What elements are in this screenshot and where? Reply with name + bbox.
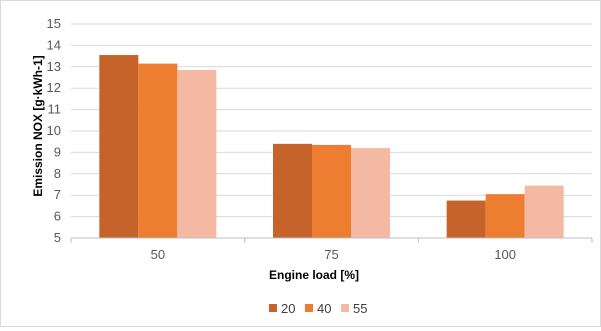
y-tick-label: 8 (54, 166, 61, 181)
x-tick-label: 75 (324, 247, 338, 262)
y-tick-label: 15 (47, 16, 61, 31)
legend-label: 20 (281, 301, 295, 316)
bar-100-40 (485, 194, 525, 238)
nox-emission-bar-chart: 5 6 7 8 9 10 11 12 13 14 15 50 75 100 Engine load [%… (31, 16, 593, 316)
bars (99, 55, 564, 239)
bar-100-20 (446, 200, 486, 238)
y-tick-label: 10 (47, 123, 61, 138)
bar-75-20 (273, 143, 312, 238)
y-tick-label: 6 (54, 209, 61, 224)
y-tick-label: 12 (47, 80, 61, 95)
y-tick-label: 9 (54, 144, 61, 159)
bar-50-20 (99, 55, 139, 238)
x-tick-label: 100 (494, 247, 516, 262)
y-tick-label: 11 (48, 102, 62, 117)
x-axis-title: Engine load [%] (269, 268, 359, 282)
y-axis-title: Emission NOX [g·kWh-1] (31, 55, 45, 196)
axes (70, 237, 593, 243)
y-tick-label: 7 (54, 187, 61, 202)
bar-50-40 (138, 63, 178, 239)
legend-swatch-20 (269, 304, 277, 312)
y-tick-label: 14 (47, 37, 61, 52)
legend-swatch-40 (305, 304, 313, 312)
bar-75-55 (351, 148, 390, 238)
legend: 20 40 55 (269, 301, 367, 316)
bar-50-55 (177, 70, 217, 238)
legend-swatch-55 (341, 304, 349, 312)
x-tick-labels: 50 75 100 (151, 247, 516, 262)
y-tick-labels: 5 6 7 8 9 10 11 12 13 14 15 (47, 16, 61, 245)
legend-label: 40 (317, 301, 331, 316)
bar-75-40 (312, 144, 351, 238)
bar-100-55 (524, 185, 564, 238)
y-tick-label: 5 (54, 230, 61, 245)
legend-label: 55 (353, 301, 367, 316)
y-tick-label: 13 (47, 59, 61, 74)
x-tick-label: 50 (151, 247, 165, 262)
